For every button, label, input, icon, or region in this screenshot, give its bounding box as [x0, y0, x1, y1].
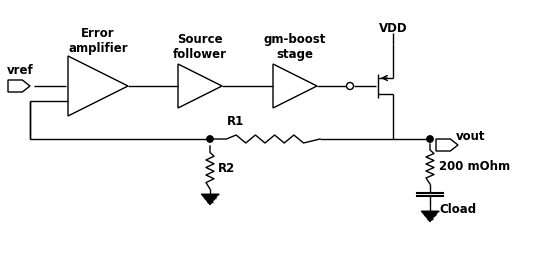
Text: Error
amplifier: Error amplifier — [68, 27, 128, 55]
Text: gm-boost
stage: gm-boost stage — [264, 33, 326, 61]
Text: Source
follower: Source follower — [173, 33, 227, 61]
Text: vout: vout — [456, 129, 485, 142]
Text: vref: vref — [7, 64, 33, 77]
Text: R1: R1 — [227, 115, 244, 128]
Text: Cload: Cload — [439, 203, 476, 216]
Circle shape — [207, 136, 213, 143]
Polygon shape — [201, 194, 219, 205]
Circle shape — [427, 136, 433, 143]
Circle shape — [347, 83, 354, 90]
Text: VDD: VDD — [379, 22, 407, 35]
Text: 200 mOhm: 200 mOhm — [439, 159, 510, 172]
Polygon shape — [421, 211, 439, 222]
Text: R2: R2 — [218, 161, 235, 174]
